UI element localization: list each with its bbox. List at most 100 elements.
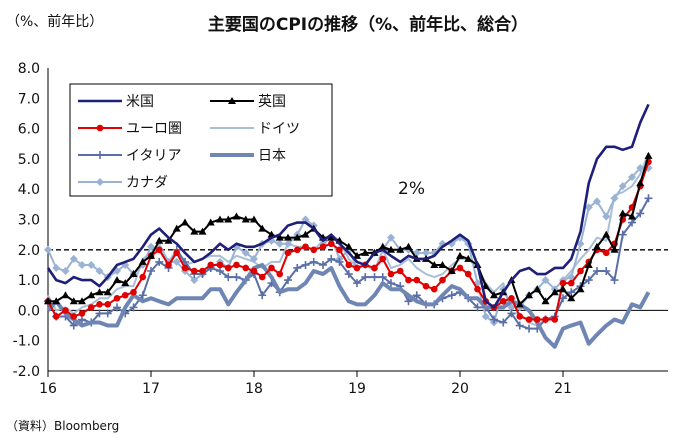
data-point-英国	[404, 242, 413, 250]
x-tick-label: 18	[245, 381, 263, 397]
series-英国	[44, 151, 653, 308]
y-tick-label: -2.0	[13, 364, 40, 380]
series-line-米国	[46, 103, 650, 309]
y-tick-label: 1.0	[18, 273, 40, 289]
data-point-カナダ	[250, 254, 258, 263]
legend-item-ユーロ圏: ユーロ圏	[78, 121, 182, 137]
data-point-カナダ	[44, 245, 52, 254]
data-point-英国	[592, 242, 601, 250]
data-point-カナダ	[52, 263, 61, 272]
data-point-ユーロ圏	[474, 285, 481, 293]
data-point-イタリア	[216, 267, 225, 276]
data-point-カナダ	[172, 257, 181, 266]
data-point-ユーロ圏	[387, 270, 395, 278]
data-point-ユーロ圏	[508, 294, 515, 302]
data-point-英国	[456, 251, 464, 259]
data-point-イタリア	[618, 230, 627, 239]
data-point-ユーロ圏	[577, 267, 584, 275]
legend-label: ドイツ	[258, 121, 300, 137]
data-point-カナダ	[61, 267, 70, 276]
data-point-イタリア	[69, 321, 78, 330]
data-point-英国	[533, 285, 542, 293]
series-日本	[46, 262, 651, 349]
data-point-英国	[61, 291, 70, 299]
data-point-英国	[121, 279, 130, 287]
data-point-英国	[87, 291, 96, 299]
data-point-ユーロ圏	[551, 316, 559, 323]
chart-title: 主要国のCPIの推移（%、前年比、総合）	[208, 14, 528, 35]
data-point-ユーロ圏	[165, 261, 172, 269]
data-point-英国	[541, 297, 550, 305]
data-point-ユーロ圏	[104, 301, 112, 308]
data-point-ユーロ圏	[345, 261, 353, 269]
data-point-イタリア	[515, 321, 524, 330]
data-point-英国	[567, 294, 576, 302]
data-point-イタリア	[644, 194, 653, 203]
series-米国	[46, 103, 650, 309]
data-point-ユーロ圏	[499, 298, 507, 305]
data-point-カナダ	[275, 239, 284, 248]
x-tick-label: 19	[348, 381, 366, 397]
data-point-英国	[353, 251, 361, 259]
data-point-ユーロ圏	[233, 261, 240, 269]
legend-item-日本: 日本	[210, 148, 286, 164]
legend-marker	[228, 97, 236, 104]
data-point-ユーロ圏	[559, 279, 567, 287]
data-point-ユーロ圏	[52, 313, 60, 320]
data-point-イタリア	[636, 209, 645, 218]
data-point-英国	[559, 285, 567, 293]
reference-label: 2%	[398, 179, 425, 199]
data-point-英国	[283, 233, 292, 241]
data-point-英国	[224, 215, 233, 223]
data-point-英国	[293, 233, 302, 241]
data-point-英国	[155, 236, 164, 244]
data-point-カナダ	[602, 212, 611, 221]
data-point-カナダ	[386, 233, 395, 242]
data-point-英国	[77, 297, 86, 305]
data-point-イタリア	[473, 303, 482, 312]
data-point-英国	[344, 242, 353, 250]
data-point-ユーロ圏	[456, 264, 464, 272]
data-point-ユーロ圏	[353, 264, 361, 272]
data-point-イタリア	[147, 267, 155, 276]
data-point-イタリア	[361, 273, 370, 282]
legend-item-ドイツ: ドイツ	[210, 121, 300, 137]
data-point-ユーロ圏	[224, 264, 232, 272]
data-point-英国	[584, 260, 593, 268]
data-point-カナダ	[592, 197, 601, 206]
data-point-イタリア	[232, 273, 241, 282]
data-point-イタリア	[301, 260, 310, 269]
data-point-カナダ	[576, 239, 585, 248]
data-point-イタリア	[584, 276, 593, 285]
data-point-イタリア	[499, 318, 508, 327]
data-point-イタリア	[489, 315, 498, 324]
data-point-英国	[206, 218, 215, 226]
legend-item-イタリア: イタリア	[78, 148, 181, 164]
data-point-英国	[241, 215, 250, 223]
y-tick-label: 2.0	[18, 243, 40, 259]
data-point-英国	[250, 215, 258, 223]
data-point-カナダ	[241, 248, 250, 257]
data-point-イタリア	[283, 276, 292, 285]
data-point-カナダ	[95, 267, 104, 276]
y-axis-ticks: 8.0 7.0 6.0 5.0 4.0 3.0 2.0 1.0 0.0 -1.0 -2.0	[13, 61, 40, 380]
data-point-英国	[386, 245, 395, 253]
data-point-イタリア	[77, 315, 86, 324]
legend-box	[69, 83, 333, 197]
series-layer	[44, 103, 653, 349]
data-point-カナダ	[481, 312, 490, 321]
data-point-英国	[515, 300, 524, 308]
data-point-ユーロ圏	[130, 288, 137, 296]
x-tick-label: 21	[554, 381, 572, 397]
data-point-英国	[129, 270, 138, 278]
data-point-イタリア	[386, 279, 395, 288]
data-point-イタリア	[258, 291, 267, 300]
data-point-カナダ	[77, 260, 86, 269]
unit-label: （%、前年比）	[6, 13, 103, 30]
data-point-ユーロ圏	[525, 316, 533, 323]
data-point-カナダ	[618, 182, 627, 191]
data-point-英国	[216, 215, 225, 223]
data-point-カナダ	[69, 254, 78, 263]
data-point-英国	[610, 245, 619, 253]
